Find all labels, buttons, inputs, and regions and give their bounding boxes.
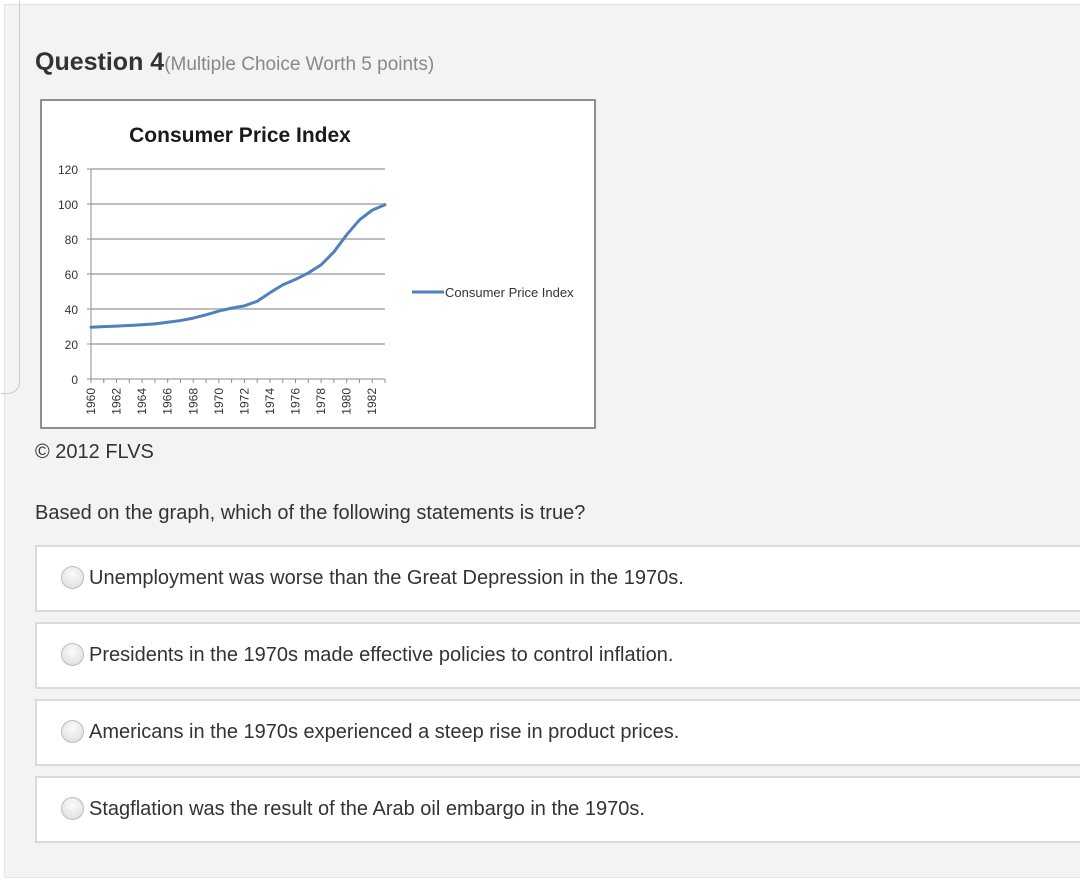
y-tick-label: 0: [71, 373, 78, 387]
answer-option-3[interactable]: Americans in the 1970s experienced a ste…: [35, 699, 1080, 766]
x-tick-label: 1982: [365, 388, 379, 415]
x-tick-label: 1960: [84, 388, 98, 415]
x-tick-label: 1970: [212, 388, 226, 415]
x-tick-label: 1980: [340, 388, 354, 415]
y-tick-label: 60: [65, 268, 79, 282]
radio-button[interactable]: [61, 566, 84, 589]
legend-label: Consumer Price Index: [445, 285, 574, 300]
answer-option-4[interactable]: Stagflation was the result of the Arab o…: [35, 776, 1080, 843]
radio-button[interactable]: [61, 720, 84, 743]
y-tick-label: 80: [65, 233, 79, 247]
answer-option-1[interactable]: Unemployment was worse than the Great De…: [35, 545, 1080, 612]
series-line: [89, 203, 387, 329]
x-tick-label: 1978: [314, 388, 328, 415]
x-tick-label: 1966: [161, 388, 175, 415]
y-tick-label: 40: [65, 303, 79, 317]
x-tick-label: 1976: [289, 388, 303, 415]
y-tick-label: 20: [65, 338, 79, 352]
chart-image: Consumer Price Index 0 20 40 60 80 100 120 1960 1…: [40, 99, 596, 429]
answer-option-label: Americans in the 1970s experienced a ste…: [89, 721, 680, 743]
x-tick-label: 1974: [263, 388, 277, 415]
radio-button[interactable]: [61, 797, 84, 820]
question-number: Question 4: [35, 48, 165, 76]
question-title: Question 4(Multiple Choice Worth 5 point…: [35, 48, 434, 77]
x-tick-label: 1968: [186, 388, 200, 415]
copyright-text: © 2012 FLVS: [35, 441, 154, 463]
y-tick-label: 120: [58, 163, 78, 177]
cpi-line-chart: Consumer Price Index 0 20 40 60 80 100 120 1960 1…: [58, 124, 574, 415]
x-tick-label: 1964: [135, 388, 149, 415]
x-tick-label: 1972: [237, 388, 251, 415]
answer-option-label: Presidents in the 1970s made effective p…: [89, 644, 674, 666]
question-worth: (Multiple Choice Worth 5 points): [164, 54, 435, 75]
background-frame: [1, 1, 20, 394]
answer-option-label: Unemployment was worse than the Great De…: [89, 567, 684, 589]
radio-button[interactable]: [61, 643, 84, 666]
chart-title: Consumer Price Index: [129, 124, 351, 147]
x-tick-label: 1962: [110, 388, 124, 415]
answer-option-label: Stagflation was the result of the Arab o…: [89, 798, 645, 820]
question-prompt: Based on the graph, which of the followi…: [35, 502, 586, 524]
answer-option-2[interactable]: Presidents in the 1970s made effective p…: [35, 622, 1080, 689]
y-tick-label: 100: [58, 198, 78, 212]
